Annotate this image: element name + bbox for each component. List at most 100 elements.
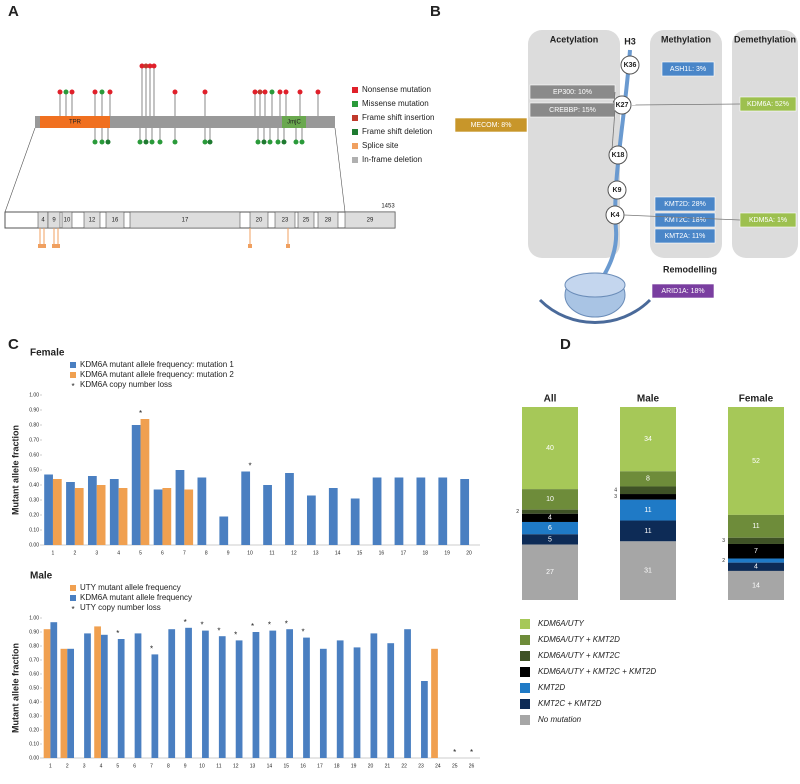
- y-tick-label: 0.80: [29, 643, 39, 649]
- arrow: [613, 91, 616, 106]
- bar-segment: [620, 499, 676, 521]
- segment-label: 52: [752, 458, 760, 465]
- site-label: K36: [624, 62, 637, 69]
- x-tick-label: 5: [116, 763, 119, 769]
- marker: *: [200, 621, 203, 630]
- exon-label: 9: [52, 218, 56, 224]
- legend-swatch: [352, 87, 358, 93]
- bar-segment: [728, 570, 784, 600]
- splice-mark: [248, 244, 252, 248]
- y-tick-label: 1.00: [29, 615, 39, 621]
- bar: [394, 477, 404, 545]
- lollipop-head: [267, 139, 273, 145]
- segment-label: 11: [752, 523, 759, 530]
- lollipop-head: [151, 63, 157, 69]
- lollipop-head: [261, 139, 267, 145]
- exon-label: 20: [256, 218, 263, 224]
- bar-segment: [728, 407, 784, 515]
- bar-title: All: [544, 394, 557, 405]
- segment-label: 4: [614, 488, 617, 494]
- bar: [67, 648, 75, 758]
- legend-label: KDM6A/UTY + KMT2C: [538, 651, 620, 660]
- legend-label: Frame shift deletion: [362, 127, 432, 136]
- bar-segment: [620, 486, 676, 495]
- lollipop-head: [105, 139, 111, 145]
- x-tick-label: 12: [233, 763, 239, 769]
- protein-length: 1453: [381, 204, 395, 210]
- lollipop-head: [63, 89, 69, 95]
- bar-segment: [620, 471, 676, 487]
- bar-segment: [522, 509, 578, 514]
- x-tick-label: 11: [216, 763, 221, 769]
- bar: [387, 643, 395, 758]
- exon: [344, 211, 396, 229]
- lollipop-head: [262, 89, 268, 95]
- legend-symbol: *: [71, 605, 74, 614]
- exon-label: 17: [182, 218, 189, 224]
- bar-segment: [728, 543, 784, 559]
- enzyme-box: [654, 212, 716, 228]
- enzyme-box: [454, 117, 528, 133]
- dna: [538, 298, 652, 324]
- x-tick-label: 9: [227, 550, 230, 556]
- bar: [109, 479, 119, 545]
- exon: [317, 211, 339, 229]
- y-tick-label: 0.30: [29, 713, 39, 719]
- bar: [306, 495, 316, 545]
- exon-label: 12: [89, 218, 96, 224]
- lollipop-head: [269, 89, 275, 95]
- site-label: K27: [616, 102, 629, 109]
- lollipop-head: [92, 89, 98, 95]
- legend-label: Missense mutation: [362, 99, 429, 108]
- y-tick-label: 0.60: [29, 671, 39, 677]
- y-tick-label: 0.60: [29, 452, 39, 458]
- legend-swatch: [352, 101, 358, 107]
- x-tick-label: 17: [317, 763, 323, 769]
- x-tick-label: 15: [283, 763, 289, 769]
- lollipop-head: [57, 89, 63, 95]
- axis-title: Mutant allele fraction: [10, 643, 20, 733]
- bar: [50, 622, 58, 758]
- chart-title: Female: [30, 348, 65, 359]
- site: [608, 145, 628, 165]
- legend-swatch: [520, 683, 530, 693]
- panel-label: D: [560, 336, 571, 353]
- y-tick-label: 0.90: [29, 629, 39, 635]
- bar: [140, 419, 150, 545]
- bar: [100, 634, 108, 758]
- nucleosome: [564, 272, 626, 298]
- marker: *: [251, 622, 254, 631]
- legend-label: KDM6A copy number loss: [80, 380, 172, 389]
- lollipop-head: [277, 89, 283, 95]
- y-tick-label: 1.00: [29, 392, 39, 398]
- lollipop-head: [149, 139, 155, 145]
- bar: [219, 516, 229, 545]
- segment-label: 40: [546, 445, 554, 452]
- bar-segment: [620, 407, 676, 472]
- bar-segment: [522, 489, 578, 510]
- bar: [235, 640, 243, 758]
- enzyme-label: MECOM: 8%: [471, 122, 512, 129]
- legend-swatch: [520, 651, 530, 661]
- x-tick-label: 8: [205, 550, 208, 556]
- bar: [60, 648, 68, 758]
- bar: [252, 632, 260, 758]
- enzyme-label: ARID1A: 18%: [661, 288, 704, 295]
- bar-title: Female: [739, 394, 774, 405]
- enzyme-label: ASH1L: 3%: [670, 66, 706, 73]
- group-label: Demethylation: [734, 34, 796, 44]
- exon-label: 28: [325, 218, 332, 224]
- x-tick-label: 13: [313, 550, 319, 556]
- segment-label: 5: [548, 536, 552, 543]
- bar-segment: [620, 520, 676, 542]
- lollipop-head: [299, 139, 305, 145]
- segment-label: 2: [722, 558, 725, 564]
- bar: [118, 488, 128, 545]
- bar: [263, 485, 272, 545]
- bar: [184, 489, 194, 545]
- chart-title: Male: [30, 571, 53, 582]
- bar-segment: [728, 562, 784, 571]
- bar-segment: [728, 558, 784, 563]
- splice-mark: [42, 244, 46, 248]
- y-tick-label: 0.70: [29, 437, 39, 443]
